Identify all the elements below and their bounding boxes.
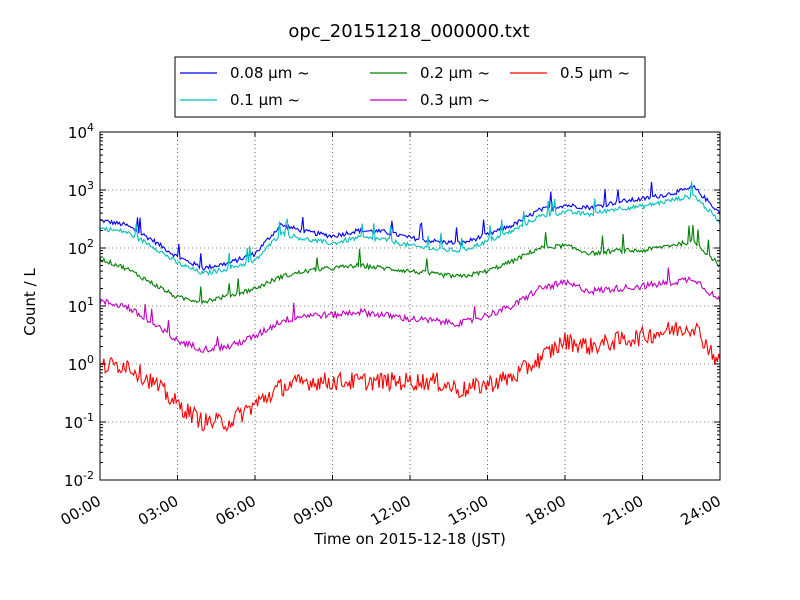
y-tick-label: 10-1 (64, 411, 94, 432)
series-line (99, 321, 721, 432)
x-axis-label: Time on 2015-12-18 (JST) (313, 530, 506, 548)
legend-label: 0.08 μm ~ (230, 64, 310, 82)
axis-ticks: 00:00 03:00 06:00 09:00 12:00 15:00 18:00 21:00… (58, 121, 724, 529)
series-line (99, 181, 721, 271)
legend-label: 0.2 μm ~ (420, 64, 490, 82)
grid-lines (99, 131, 721, 481)
y-tick-label: 100 (68, 353, 94, 374)
y-tick-label: 10-2 (64, 469, 94, 490)
series-line (99, 181, 721, 276)
y-tick-label: 103 (68, 179, 94, 200)
x-tick-label: 24:00 (678, 492, 724, 529)
x-tick-label: 03:00 (135, 492, 181, 529)
series-line (99, 267, 721, 353)
x-tick-label: 18:00 (523, 492, 569, 529)
legend-box (174, 56, 646, 118)
legend-label: 0.3 μm ~ (420, 91, 490, 109)
chart-title: opc_20151218_000000.txt (288, 21, 529, 42)
y-tick-label: 101 (68, 295, 94, 316)
legend-label: 0.5 μm ~ (560, 64, 630, 82)
y-tick-label: 104 (68, 121, 94, 142)
series-lines (99, 181, 721, 432)
x-tick-label: 00:00 (58, 492, 104, 529)
y-axis-label: Count / L (21, 268, 39, 336)
legend-label: 0.1 μm ~ (230, 91, 300, 109)
x-tick-label: 12:00 (368, 492, 414, 529)
x-tick-label: 15:00 (445, 492, 491, 529)
series-line (99, 225, 721, 306)
x-tick-label: 21:00 (600, 492, 646, 529)
legend: 0.08 μm ~ 0.1 μm ~ 0.2 μm ~ 0.3 μm ~ 0.5 μm … (174, 56, 646, 118)
y-tick-label: 102 (68, 237, 94, 258)
x-tick-label: 09:00 (290, 492, 336, 529)
x-tick-label: 06:00 (213, 492, 259, 529)
